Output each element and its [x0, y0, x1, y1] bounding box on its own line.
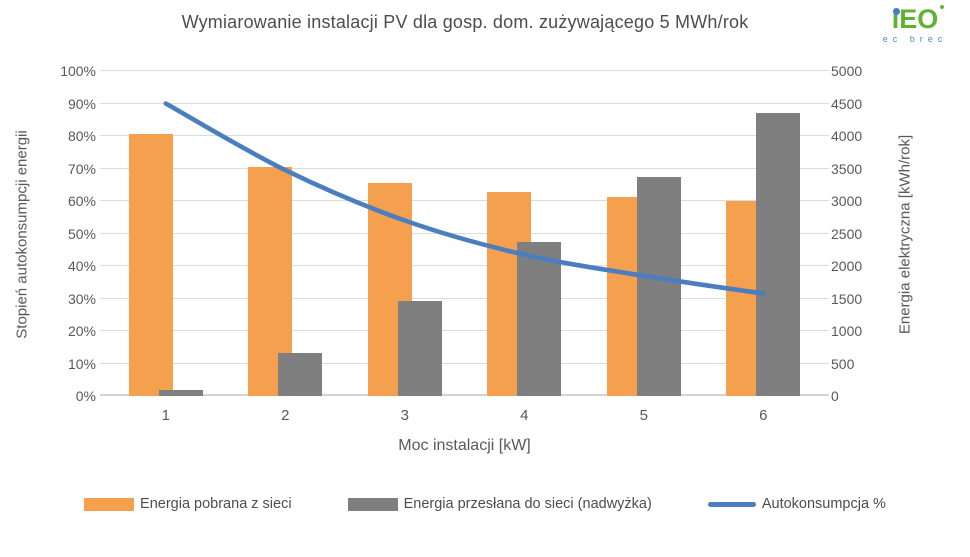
gridline — [100, 265, 829, 266]
x-tick-label-3: 3 — [400, 407, 409, 424]
x-tick-label-1: 1 — [161, 407, 170, 424]
x-tick-label-4: 4 — [520, 407, 529, 424]
autoconsumption-line — [163, 101, 766, 296]
y-left-tick-label: 100% — [60, 63, 96, 79]
category-group-5 — [584, 71, 704, 396]
category-group-1 — [106, 71, 226, 396]
logo-i-dot — [892, 8, 900, 15]
y-right-tick-label: 500 — [831, 355, 855, 372]
y-right-tick-label: 0 — [831, 388, 839, 404]
gridline — [100, 70, 829, 71]
y-right-tick-label: 2000 — [831, 258, 863, 274]
y-right-tick-label: 3500 — [831, 160, 863, 177]
bar-energia-przeslana-3 — [397, 301, 442, 396]
y-left-tick-label: 80% — [67, 128, 96, 144]
chart-title: Wymiarowanie instalacji PV dla gosp. dom… — [181, 12, 749, 32]
y-axis-right-labels: 0 500 1000 1500 2000 2500 3000 3500 4000 4500 5000 — [831, 64, 891, 403]
gridline — [100, 200, 829, 201]
y-axis-right-title: Energia elektryczna [kWh/rok] — [896, 134, 914, 335]
y-left-tick-label: 30% — [67, 290, 96, 307]
legend-item-autokonsumpcja: Autokonsumpcja % — [707, 496, 886, 512]
gridline — [100, 394, 829, 396]
x-axis-labels: 1 2 3 4 5 6 — [106, 407, 823, 424]
y-left-tick-label: 20% — [67, 323, 96, 339]
legend-swatch-gray-bar — [347, 497, 398, 511]
legend-item-energia-przeslana: Energia przesłana do sieci (nadwyżka) — [347, 496, 652, 512]
bar-energia-przeslana-2 — [278, 353, 323, 396]
gridline — [100, 330, 829, 331]
logo-text: iEO — [892, 5, 945, 33]
y-right-tick-label: 5000 — [831, 63, 863, 79]
logo-trademark-mark — [940, 5, 945, 9]
y-left-tick-label: 0% — [75, 388, 96, 404]
y-left-tick-label: 70% — [67, 160, 96, 177]
category-group-6 — [704, 71, 824, 396]
plot-area — [100, 70, 829, 396]
legend: Energia pobrana z sieci Energia przesłan… — [0, 496, 970, 512]
y-left-tick-label: 60% — [67, 193, 96, 209]
category-group-3 — [345, 71, 465, 396]
y-right-tick-label: 4000 — [831, 128, 863, 144]
gridline — [100, 102, 829, 104]
y-left-tick-label: 40% — [67, 258, 96, 274]
legend-swatch-orange-bar — [84, 497, 135, 511]
bar-energia-przeslana-6 — [756, 112, 801, 396]
y-right-tick-label: 1000 — [831, 323, 863, 339]
y-right-tick-label: 1500 — [831, 290, 863, 307]
gridline — [100, 167, 829, 169]
legend-item-energia-pobrana: Energia pobrana z sieci — [84, 496, 292, 512]
y-right-tick-label: 4500 — [831, 95, 863, 112]
x-tick-label-2: 2 — [281, 407, 290, 424]
bar-cells — [106, 71, 823, 396]
legend-label: Autokonsumpcja % — [761, 496, 886, 512]
bar-energia-przeslana-5 — [636, 176, 681, 396]
bar-energia-przeslana-1 — [158, 389, 203, 396]
x-tick-label-5: 5 — [639, 407, 648, 424]
line-path — [163, 101, 766, 296]
y-left-tick-label: 90% — [67, 95, 96, 112]
gridline — [100, 135, 829, 136]
category-group-4 — [465, 71, 585, 396]
logo: iEO ec brec — [872, 5, 958, 44]
y-right-tick-label: 3000 — [831, 193, 863, 209]
bar-energia-pobrana-1 — [128, 134, 173, 396]
x-tick-label-6: 6 — [759, 407, 768, 424]
logo-subtext: ec brec — [882, 34, 948, 44]
y-left-tick-label: 50% — [67, 225, 96, 242]
legend-label: Energia pobrana z sieci — [140, 496, 292, 512]
legend-swatch-blue-line — [707, 501, 756, 507]
bar-energia-przeslana-4 — [517, 241, 562, 396]
x-axis-title: Moc instalacji [kW] — [398, 437, 531, 454]
category-group-2 — [226, 71, 346, 396]
y-left-tick-label: 10% — [67, 355, 96, 372]
gridline — [100, 232, 829, 234]
y-right-tick-label: 2500 — [831, 225, 863, 242]
gridline — [100, 297, 829, 299]
y-axis-left-labels: 0% 10% 20% 30% 40% 50% 60% 70% 80% 90% 100% — [0, 64, 96, 403]
gridline — [100, 362, 829, 364]
legend-label: Energia przesłana do sieci (nadwyżka) — [403, 496, 652, 512]
